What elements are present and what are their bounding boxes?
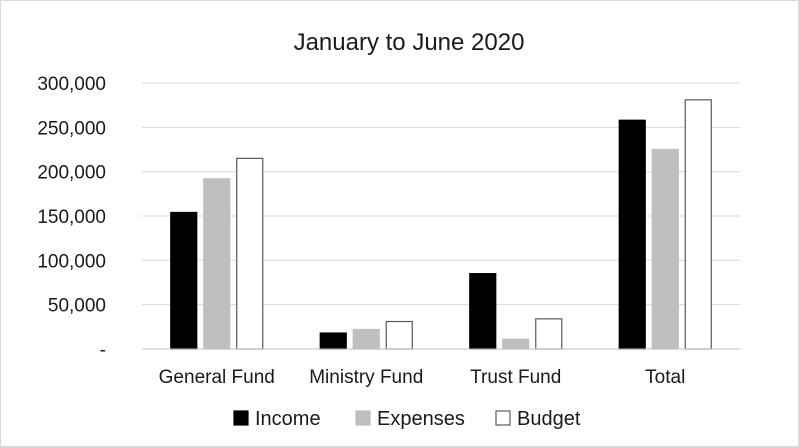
bar-income-2 [469, 273, 497, 350]
legend: Income Expenses Budget [233, 408, 581, 430]
legend-label-expenses: Expenses [377, 408, 465, 430]
x-tick-label: General Fund [159, 367, 275, 388]
x-tick-label: Total [645, 367, 685, 388]
y-tick-label: 150,000 [37, 207, 106, 228]
y-tick-label: 50,000 [48, 296, 106, 317]
bar-expenses-3 [651, 148, 679, 350]
x-axis-tick-labels: General Fund Ministry Fund Trust Fund Total [159, 367, 686, 388]
bar-expenses-1 [352, 328, 380, 350]
bar-budget-0 [236, 157, 264, 350]
y-tick-label: - [100, 340, 106, 361]
legend-swatch-budget [495, 410, 511, 426]
bar-budget-1 [385, 320, 413, 350]
bars [170, 99, 712, 350]
bar-expenses-2 [502, 338, 530, 350]
y-axis-tick-labels: - 50,000 100,000 150,000 200,000 250,000 300,0… [37, 74, 106, 361]
x-tick-label: Trust Fund [470, 367, 561, 388]
bar-expenses-0 [203, 178, 231, 350]
y-tick-label: 300,000 [37, 74, 106, 95]
y-tick-label: 100,000 [37, 251, 106, 272]
gridlines [142, 82, 740, 306]
bar-income-3 [618, 119, 646, 350]
legend-label-budget: Budget [517, 408, 581, 430]
bar-budget-2 [535, 318, 563, 350]
bar-income-1 [319, 332, 347, 350]
y-tick-label: 250,000 [37, 118, 106, 139]
x-tick-label: Ministry Fund [309, 367, 423, 388]
chart-title: January to June 2020 [294, 29, 525, 56]
legend-swatch-income [233, 410, 249, 426]
legend-swatch-expenses [355, 410, 371, 426]
bar-budget-3 [684, 99, 712, 350]
legend-label-income: Income [255, 408, 321, 430]
y-tick-label: 200,000 [37, 163, 106, 184]
bar-income-0 [170, 211, 198, 350]
